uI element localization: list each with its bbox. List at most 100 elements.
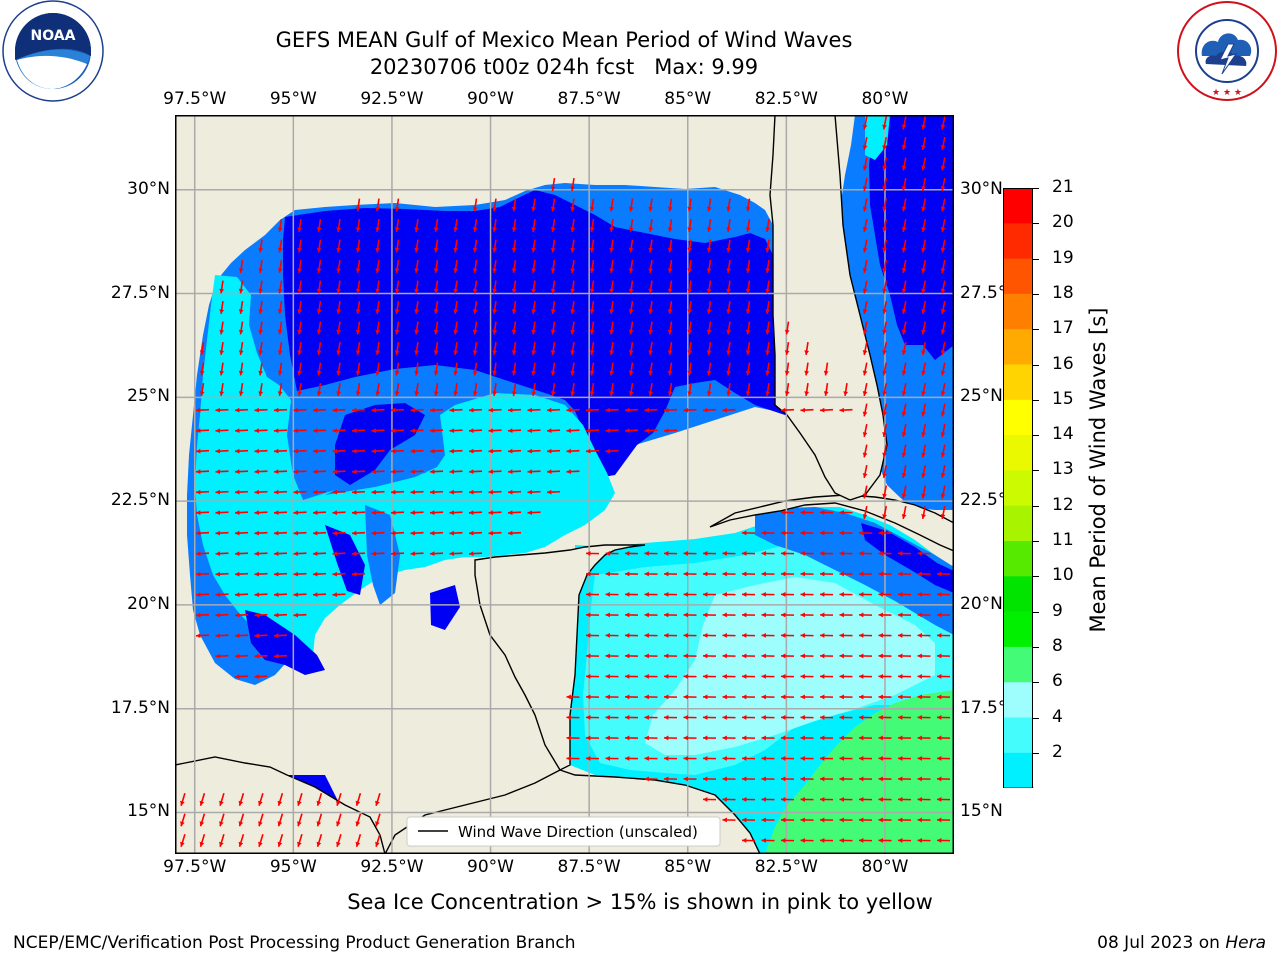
wind-arrow xyxy=(449,448,463,454)
wind-arrow xyxy=(566,428,580,433)
wind-arrow xyxy=(585,551,600,556)
gulf-water-lt2-south xyxy=(245,585,460,675)
wind-arrow xyxy=(936,633,951,638)
wind-arrow xyxy=(293,571,307,577)
wind-arrow xyxy=(195,489,210,495)
wind-arrow xyxy=(550,362,556,376)
wind-arrow xyxy=(624,428,639,433)
wind-arrow xyxy=(433,341,439,356)
wind-arrow xyxy=(765,239,771,253)
wind-arrow xyxy=(936,776,951,782)
wind-arrow xyxy=(921,300,927,315)
wind-arrow xyxy=(936,653,951,659)
wind-arrow xyxy=(570,239,576,253)
wind-arrow xyxy=(605,756,619,761)
wind-arrow xyxy=(901,157,907,171)
lon-tick-label: 92.5°W xyxy=(360,857,424,877)
wind-arrow xyxy=(839,756,853,761)
wind-arrow xyxy=(940,239,946,253)
wind-arrow xyxy=(433,280,439,294)
wind-arrow xyxy=(316,382,322,397)
wind-arrow xyxy=(605,407,619,413)
wind-arrow xyxy=(527,489,541,495)
wind-arrow xyxy=(702,694,717,700)
wind-arrow xyxy=(702,797,717,802)
wind-arrow xyxy=(667,362,673,376)
colorbar-tick-label: 13 xyxy=(1052,459,1074,480)
wind-arrow xyxy=(609,321,615,335)
wind-arrow xyxy=(258,834,264,847)
wind-arrow xyxy=(687,280,693,294)
wind-arrow xyxy=(585,694,600,700)
wind-arrow xyxy=(297,300,303,315)
wind-arrow xyxy=(765,218,771,233)
wind-arrow xyxy=(312,551,327,556)
wind-arrow xyxy=(687,198,693,212)
wind-arrow xyxy=(644,776,658,782)
wind-arrow xyxy=(761,571,775,577)
wind-arrow xyxy=(511,300,517,315)
wind-arrow xyxy=(570,321,576,335)
wind-arrow xyxy=(410,551,424,556)
wind-arrow xyxy=(780,633,795,638)
wind-arrow xyxy=(839,694,853,700)
wind-arrow xyxy=(648,362,654,376)
wind-arrow xyxy=(644,592,658,597)
colorbar-tick-label: 20 xyxy=(1052,212,1074,233)
wind-arrow xyxy=(648,198,654,212)
lat-tick-label: 15°N xyxy=(960,801,1003,822)
wind-arrow xyxy=(215,612,229,618)
wind-arrow xyxy=(355,321,361,335)
wind-arrow xyxy=(449,489,463,495)
gulf-water-lt2 xyxy=(283,190,865,477)
wind-arrow xyxy=(648,259,654,274)
wind-arrow xyxy=(215,489,229,495)
wind-arrow xyxy=(394,300,400,315)
wind-arrow xyxy=(878,838,892,843)
wind-arrow xyxy=(371,489,385,495)
wind-arrow xyxy=(277,834,284,847)
wind-arrow xyxy=(254,633,268,638)
wind-arrow xyxy=(531,341,537,356)
colorbar-segment xyxy=(1003,541,1033,577)
wind-arrow xyxy=(585,428,600,433)
wind-arrow xyxy=(780,592,795,597)
wind-arrow xyxy=(839,571,853,577)
wind-arrow xyxy=(429,489,444,495)
wind-arrow xyxy=(921,403,927,417)
wind-arrow xyxy=(215,633,229,638)
wind-arrow xyxy=(316,834,323,847)
wind-arrow xyxy=(312,510,327,515)
wind-arrow xyxy=(195,510,210,515)
wind-arrow xyxy=(488,469,502,474)
wind-arrow xyxy=(897,653,912,659)
wind-arrow xyxy=(858,756,873,761)
wind-arrow xyxy=(355,239,361,253)
wind-arrow xyxy=(901,341,907,356)
wind-arrow xyxy=(761,694,775,700)
colorbar-tick-label: 16 xyxy=(1052,353,1074,374)
wind-arrow xyxy=(234,469,249,474)
wind-arrow xyxy=(316,813,323,827)
wind-arrow xyxy=(897,571,912,577)
wind-arrow xyxy=(273,428,288,433)
wind-arrow xyxy=(429,551,444,556)
wind-arrow xyxy=(355,259,361,274)
wind-arrow xyxy=(550,177,556,192)
wind-arrow xyxy=(492,218,498,233)
wind-arrow xyxy=(589,239,595,253)
wind-arrow xyxy=(375,198,381,212)
wind-arrow xyxy=(589,341,595,356)
wind-arrow xyxy=(683,653,697,659)
wind-arrow xyxy=(414,239,420,253)
wind-arrow xyxy=(745,198,751,212)
wind-arrow xyxy=(433,382,439,397)
wind-arrow xyxy=(550,341,556,356)
lat-tick-label: 20°N xyxy=(960,593,1003,614)
wind-arrow xyxy=(531,362,537,376)
wind-arrow xyxy=(858,633,873,638)
wind-arrow xyxy=(940,259,946,274)
colorbar-tick-label: 8 xyxy=(1052,635,1063,656)
wind-arrow xyxy=(609,239,615,253)
wind-arrow xyxy=(566,469,580,474)
